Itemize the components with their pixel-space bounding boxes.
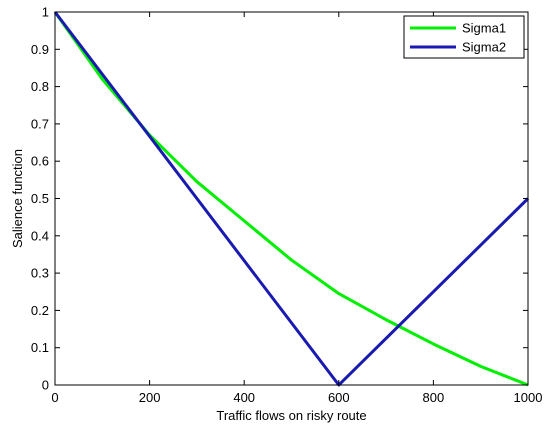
x-tick-label: 600 <box>328 390 350 405</box>
x-tick-label: 200 <box>139 390 161 405</box>
legend-box <box>403 15 525 59</box>
y-tick-label: 0.7 <box>31 116 49 131</box>
x-axis-label: Traffic flows on risky route <box>216 408 366 423</box>
y-tick-label: 0.4 <box>31 228 49 243</box>
x-tick-label: 800 <box>423 390 445 405</box>
y-axis-label: Salience function <box>10 149 25 248</box>
legend-label-sigma2: Sigma2 <box>462 40 506 55</box>
legend: Sigma1 Sigma2 <box>403 15 525 59</box>
y-tick-label: 0 <box>42 378 49 393</box>
y-tick-label: 0.1 <box>31 340 49 355</box>
y-tick-label: 0.3 <box>31 266 49 281</box>
axes-layer: 0 200 400 600 800 1000 0 0.1 0.2 0.3 0.4 0.5 0.6 0.7 0… <box>31 5 543 406</box>
y-tick-label: 0.9 <box>31 42 49 57</box>
plot-area <box>55 12 528 385</box>
y-tick-label: 0.5 <box>31 191 49 206</box>
y-tick-label: 0.2 <box>31 303 49 318</box>
y-tick-label: 1 <box>42 5 49 20</box>
x-tick-label: 0 <box>51 390 58 405</box>
x-tick-label: 1000 <box>514 390 543 405</box>
y-tick-label: 0.6 <box>31 154 49 169</box>
legend-label-sigma1: Sigma1 <box>462 21 506 36</box>
x-tick-label: 400 <box>233 390 255 405</box>
y-tick-label: 0.8 <box>31 79 49 94</box>
